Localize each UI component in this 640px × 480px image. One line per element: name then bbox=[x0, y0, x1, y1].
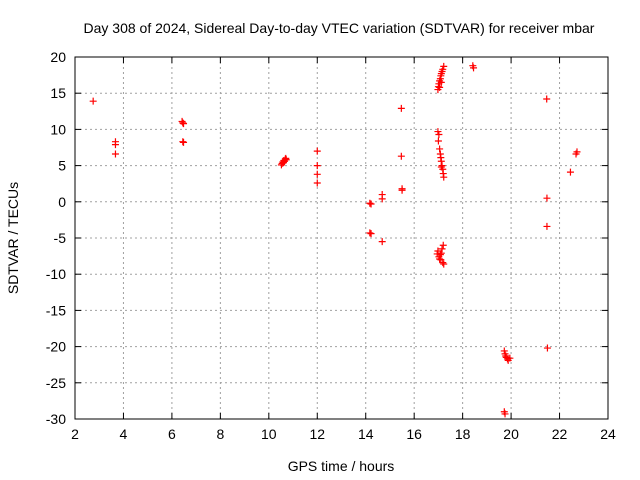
y-tick-label: -20 bbox=[46, 339, 66, 355]
y-tick-label: -10 bbox=[46, 266, 66, 282]
x-tick-label: 10 bbox=[261, 426, 277, 442]
data-point bbox=[179, 119, 187, 127]
y-tick-label: -5 bbox=[54, 230, 67, 246]
data-point bbox=[397, 104, 405, 112]
data-point bbox=[313, 170, 321, 178]
data-point bbox=[398, 186, 406, 194]
axis-ticks bbox=[74, 56, 609, 420]
x-tick-label: 6 bbox=[168, 426, 176, 442]
data-point bbox=[111, 150, 119, 158]
data-point bbox=[566, 168, 574, 176]
data-point bbox=[179, 138, 187, 146]
data-point bbox=[438, 162, 446, 170]
y-axis-tick-labels: -30 -25 -20 -15 -10 -5 0 5 10 15 20 bbox=[46, 49, 66, 427]
data-point bbox=[89, 97, 97, 105]
x-tick-label: 20 bbox=[503, 426, 519, 442]
x-tick-label: 18 bbox=[455, 426, 471, 442]
data-point bbox=[543, 194, 551, 202]
data-point bbox=[543, 344, 551, 352]
data-point bbox=[313, 162, 321, 170]
data-point bbox=[313, 179, 321, 187]
data-point bbox=[543, 222, 551, 230]
data-point bbox=[367, 230, 375, 238]
data-point bbox=[436, 83, 444, 91]
data-point bbox=[180, 138, 188, 146]
data-point bbox=[111, 141, 119, 149]
x-axis-tick-labels: 2 4 6 8 10 12 14 16 18 20 22 24 bbox=[71, 426, 616, 442]
data-point bbox=[436, 145, 444, 153]
x-tick-label: 4 bbox=[120, 426, 128, 442]
data-point bbox=[573, 148, 581, 156]
data-point bbox=[437, 249, 445, 257]
x-tick-label: 12 bbox=[309, 426, 325, 442]
y-tick-label: -25 bbox=[46, 375, 66, 391]
data-point bbox=[397, 152, 405, 160]
data-point bbox=[440, 62, 448, 70]
y-tick-label: -30 bbox=[46, 411, 66, 427]
data-point bbox=[506, 354, 514, 362]
data-point bbox=[440, 260, 448, 268]
y-tick-label: 0 bbox=[58, 194, 66, 210]
data-point bbox=[543, 95, 551, 103]
x-tick-label: 22 bbox=[552, 426, 568, 442]
y-tick-label: 10 bbox=[50, 121, 66, 137]
data-point bbox=[435, 130, 443, 138]
y-tick-label: 5 bbox=[58, 158, 66, 174]
data-point bbox=[180, 120, 188, 128]
data-point bbox=[438, 245, 446, 253]
data-point bbox=[437, 163, 445, 171]
data-point bbox=[434, 137, 442, 145]
y-tick-label: 20 bbox=[50, 49, 66, 65]
data-series bbox=[89, 62, 581, 418]
data-point bbox=[437, 78, 445, 86]
data-point bbox=[436, 255, 444, 263]
data-point bbox=[439, 259, 447, 267]
x-tick-label: 8 bbox=[216, 426, 224, 442]
y-tick-label: 15 bbox=[50, 85, 66, 101]
chart-title: Day 308 of 2024, Sidereal Day-to-day VTE… bbox=[84, 20, 595, 36]
data-point bbox=[282, 156, 290, 164]
data-point bbox=[313, 147, 321, 155]
data-point bbox=[378, 195, 386, 203]
x-tick-label: 24 bbox=[600, 426, 616, 442]
x-tick-label: 14 bbox=[358, 426, 374, 442]
data-point bbox=[366, 199, 374, 207]
data-point bbox=[367, 200, 375, 208]
x-tick-label: 2 bbox=[71, 426, 79, 442]
data-point bbox=[440, 173, 448, 181]
x-axis-label: GPS time / hours bbox=[288, 458, 395, 474]
data-point bbox=[439, 241, 447, 249]
y-axis-label: SDTVAR / TECUs bbox=[5, 182, 21, 294]
data-point bbox=[470, 64, 478, 72]
data-point bbox=[378, 238, 386, 246]
x-tick-label: 16 bbox=[406, 426, 422, 442]
grid bbox=[75, 57, 608, 419]
data-point bbox=[366, 229, 374, 237]
y-tick-label: -15 bbox=[46, 302, 66, 318]
data-point bbox=[501, 410, 509, 418]
